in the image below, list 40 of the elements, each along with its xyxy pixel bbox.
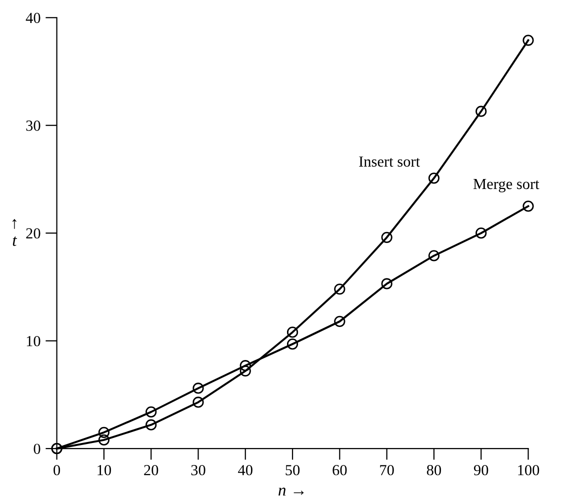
point bbox=[240, 360, 251, 372]
point bbox=[286, 326, 298, 338]
x-tick-label: 50 bbox=[286, 464, 300, 476]
x-tick-label: 90 bbox=[474, 464, 488, 476]
x-tick-label: 10 bbox=[98, 464, 111, 476]
point bbox=[146, 419, 157, 430]
point bbox=[476, 106, 487, 117]
x-tick-label: 30 bbox=[191, 464, 206, 476]
x-tick-label: 20 bbox=[144, 464, 158, 476]
point bbox=[476, 228, 487, 239]
point bbox=[381, 232, 392, 243]
y-tick-label: 40 bbox=[26, 12, 40, 24]
point bbox=[240, 365, 251, 377]
series-label: Insert sort bbox=[359, 156, 420, 167]
x-axis-title: n → bbox=[278, 488, 304, 496]
y-axis-title: ↑ t bbox=[12, 219, 18, 246]
y-tick-label: 30 bbox=[26, 120, 40, 131]
point bbox=[381, 278, 392, 290]
point bbox=[192, 382, 204, 394]
point bbox=[428, 250, 440, 262]
y-tick-label: 10 bbox=[26, 336, 40, 346]
point bbox=[98, 426, 110, 438]
x-tick-label: 70 bbox=[380, 464, 394, 476]
point bbox=[334, 284, 346, 295]
x-tick-label: 60 bbox=[332, 464, 347, 476]
point bbox=[192, 396, 204, 408]
point bbox=[522, 34, 534, 46]
point bbox=[98, 434, 110, 446]
point bbox=[146, 406, 157, 418]
x-tick-label: 0 bbox=[54, 464, 60, 476]
x-tick-label: 100 bbox=[518, 464, 540, 476]
point bbox=[522, 200, 534, 212]
point bbox=[428, 172, 440, 184]
y-tick-label: 0 bbox=[34, 444, 40, 454]
y-tick-label: 20 bbox=[26, 228, 40, 239]
point bbox=[334, 316, 346, 327]
x-tick-label: 80 bbox=[426, 464, 442, 476]
x-tick-label: 40 bbox=[238, 464, 252, 476]
series-label: Merge sort bbox=[473, 178, 540, 192]
point bbox=[286, 338, 298, 350]
